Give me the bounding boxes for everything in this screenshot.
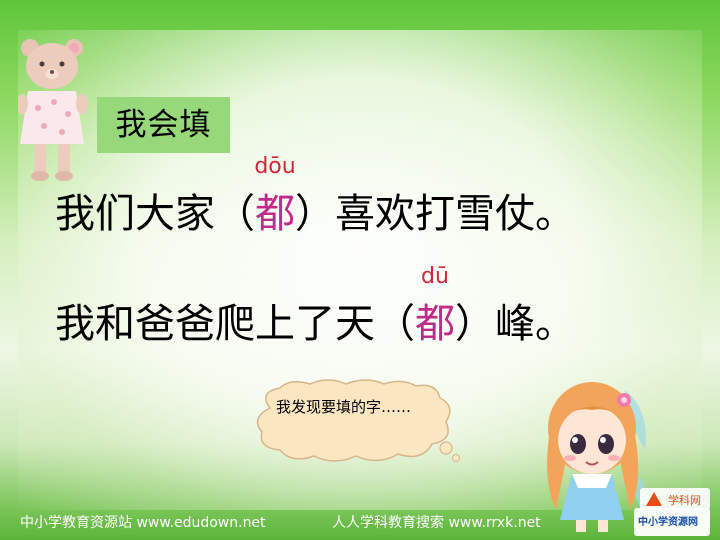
sentence-2: 我和爸爸爬上了天（ dū 都）峰。 [55, 265, 575, 349]
sentence-1-before: 我们大家 [55, 191, 215, 237]
paren-open: （ [215, 191, 255, 237]
logo-top-text: 学科网 [668, 493, 701, 507]
bubble-text: 我发现要填的字…… [276, 398, 412, 416]
logo-bottom-text: 中小学资源网 [638, 515, 698, 528]
sentence-2-after: 峰。 [495, 301, 575, 347]
footer-right: 人人学科教育搜索 www.rrxk.net [332, 515, 541, 531]
footer-left: 中小学教育资源站 www.edudown.net [20, 515, 266, 531]
pinyin-1: dōu [254, 154, 296, 179]
sentence-1: 我们大家（ dōu 都）喜欢打雪仗。 [55, 155, 575, 239]
thought-bubble-icon [256, 379, 460, 462]
logo-icon: 学科网 [640, 488, 710, 510]
slide-title: 我会填 [97, 97, 230, 153]
cartoon-girl-icon [547, 382, 647, 532]
paren-open: （ [375, 301, 415, 347]
answer-char-2: dū 都 [415, 265, 455, 349]
sentence-1-after: 喜欢打雪仗。 [335, 191, 575, 237]
logo-icon: 中小学资源网 [634, 508, 710, 536]
footer: 中小学教育资源站 www.edudown.net 人人学科教育搜索 www.rr… [10, 512, 710, 534]
paren-close: ） [455, 301, 495, 347]
sentence-2-before: 我和爸爸爬上了天 [55, 301, 375, 347]
answer-char-2-text: 都 [415, 301, 455, 347]
pinyin-2: dū [421, 264, 449, 289]
paren-close: ） [295, 191, 335, 237]
answer-char-1: dōu 都 [254, 155, 295, 239]
answer-char-1-text: 都 [255, 191, 295, 237]
teddy-bear-icon [18, 39, 88, 181]
